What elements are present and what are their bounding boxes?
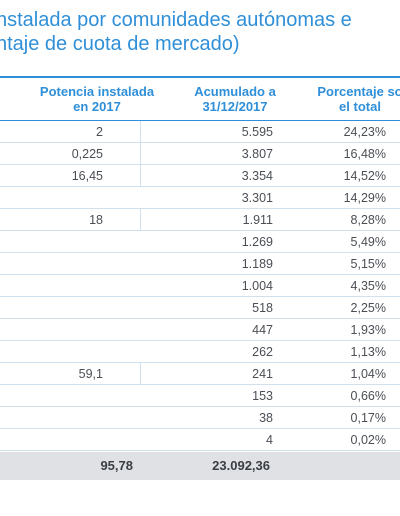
- cumulative-cell: 5.595: [241, 125, 273, 139]
- header-cumulative-line1: Acumulado a: [194, 84, 276, 99]
- column-divider: [140, 143, 141, 165]
- table-row: 18 1.911 8,28%: [0, 209, 400, 231]
- cumulative-cell: 1.911: [242, 213, 273, 227]
- percent-cell: 24,23%: [343, 125, 386, 139]
- cumulative-cell: 153: [252, 389, 273, 403]
- table-row: 153 0,66%: [0, 385, 400, 407]
- percent-cell: 14,29%: [343, 191, 386, 205]
- row-separator: [0, 340, 400, 341]
- row-separator: [0, 274, 400, 275]
- percent-cell: 1,04%: [350, 367, 386, 381]
- header-cumulative-line2: 31/12/2017: [202, 99, 268, 114]
- table-row: 16,45 3.354 14,52%: [0, 165, 400, 187]
- total-installed: 95,78: [100, 458, 133, 473]
- cumulative-cell: 3.301: [241, 191, 273, 205]
- column-divider: [140, 209, 141, 231]
- row-separator: [0, 406, 400, 407]
- installed-power-cell: 18: [89, 213, 103, 227]
- table-row: 518 2,25%: [0, 297, 400, 319]
- percent-cell: 0,66%: [350, 389, 386, 403]
- cumulative-cell: 447: [252, 323, 273, 337]
- percent-cell: 0,02%: [350, 433, 386, 447]
- title-line-2: ntaje de cuota de mercado): [0, 33, 240, 55]
- row-separator: [0, 142, 400, 143]
- table-row: 262 1,13%: [0, 341, 400, 363]
- table-row: 59,1 241 1,04%: [0, 363, 400, 385]
- column-divider: [140, 363, 141, 385]
- total-row: 95,78 23.092,36: [0, 452, 400, 480]
- percent-cell: 8,28%: [350, 213, 386, 227]
- title-line-1: nstalada por comunidades autónomas e: [0, 9, 352, 31]
- row-separator: [0, 450, 400, 451]
- header-percent-line1: Porcentaje so: [317, 84, 400, 99]
- percent-cell: 0,17%: [350, 411, 386, 425]
- header-installed-power-line1: Potencia instalada: [39, 84, 155, 99]
- cumulative-cell: 1.189: [241, 257, 273, 271]
- cumulative-cell: 262: [252, 345, 273, 359]
- percent-cell: 16,48%: [343, 147, 386, 161]
- table-row: 2 5.595 24,23%: [0, 121, 400, 143]
- cumulative-cell: 3.807: [241, 147, 273, 161]
- column-divider: [140, 165, 141, 187]
- percent-cell: 14,52%: [343, 169, 386, 183]
- cumulative-cell: 4: [266, 433, 273, 447]
- table-row: 0,225 3.807 16,48%: [0, 143, 400, 165]
- row-separator: [0, 296, 400, 297]
- table-row: 1.189 5,15%: [0, 253, 400, 275]
- table-row: 38 0,17%: [0, 407, 400, 429]
- header-installed-power: Potencia instalada en 2017: [32, 84, 162, 114]
- table-row: 1.004 4,35%: [0, 275, 400, 297]
- header-percent-line2: el total: [339, 99, 381, 114]
- table-row: 447 1,93%: [0, 319, 400, 341]
- header-bottom-rule: [0, 120, 400, 121]
- cumulative-cell: 518: [252, 301, 273, 315]
- installed-power-cell: 0,225: [71, 147, 103, 161]
- cumulative-cell: 3.354: [241, 169, 273, 183]
- cumulative-cell: 38: [259, 411, 273, 425]
- total-cumulative: 23.092,36: [212, 458, 270, 473]
- percent-cell: 1,93%: [350, 323, 386, 337]
- percent-cell: 5,15%: [350, 257, 386, 271]
- table-row: 1.269 5,49%: [0, 231, 400, 253]
- cumulative-cell: 241: [252, 367, 273, 381]
- row-separator: [0, 318, 400, 319]
- percent-cell: 1,13%: [350, 345, 386, 359]
- row-separator: [0, 384, 400, 385]
- row-separator: [0, 164, 400, 165]
- cumulative-cell: 1.004: [241, 279, 273, 293]
- header-cumulative: Acumulado a 31/12/2017: [180, 84, 290, 114]
- row-separator: [0, 428, 400, 429]
- row-separator: [0, 208, 400, 209]
- row-separator: [0, 252, 400, 253]
- row-separator: [0, 230, 400, 231]
- percent-cell: 2,25%: [350, 301, 386, 315]
- percent-cell: 5,49%: [350, 235, 386, 249]
- column-divider: [140, 121, 141, 143]
- installed-power-cell: 2: [96, 125, 103, 139]
- row-separator: [0, 186, 400, 187]
- percent-cell: 4,35%: [350, 279, 386, 293]
- header-top-rule: [0, 76, 400, 78]
- header-percent: Porcentaje so el total: [305, 84, 400, 114]
- installed-power-cell: 16,45: [71, 169, 103, 183]
- row-separator: [0, 362, 400, 363]
- table-row: 3.301 14,29%: [0, 187, 400, 209]
- installed-power-cell: 59,1: [78, 367, 103, 381]
- header-installed-power-line2: en 2017: [73, 99, 121, 114]
- table-row: 4 0,02%: [0, 429, 400, 451]
- cumulative-cell: 1.269: [241, 235, 273, 249]
